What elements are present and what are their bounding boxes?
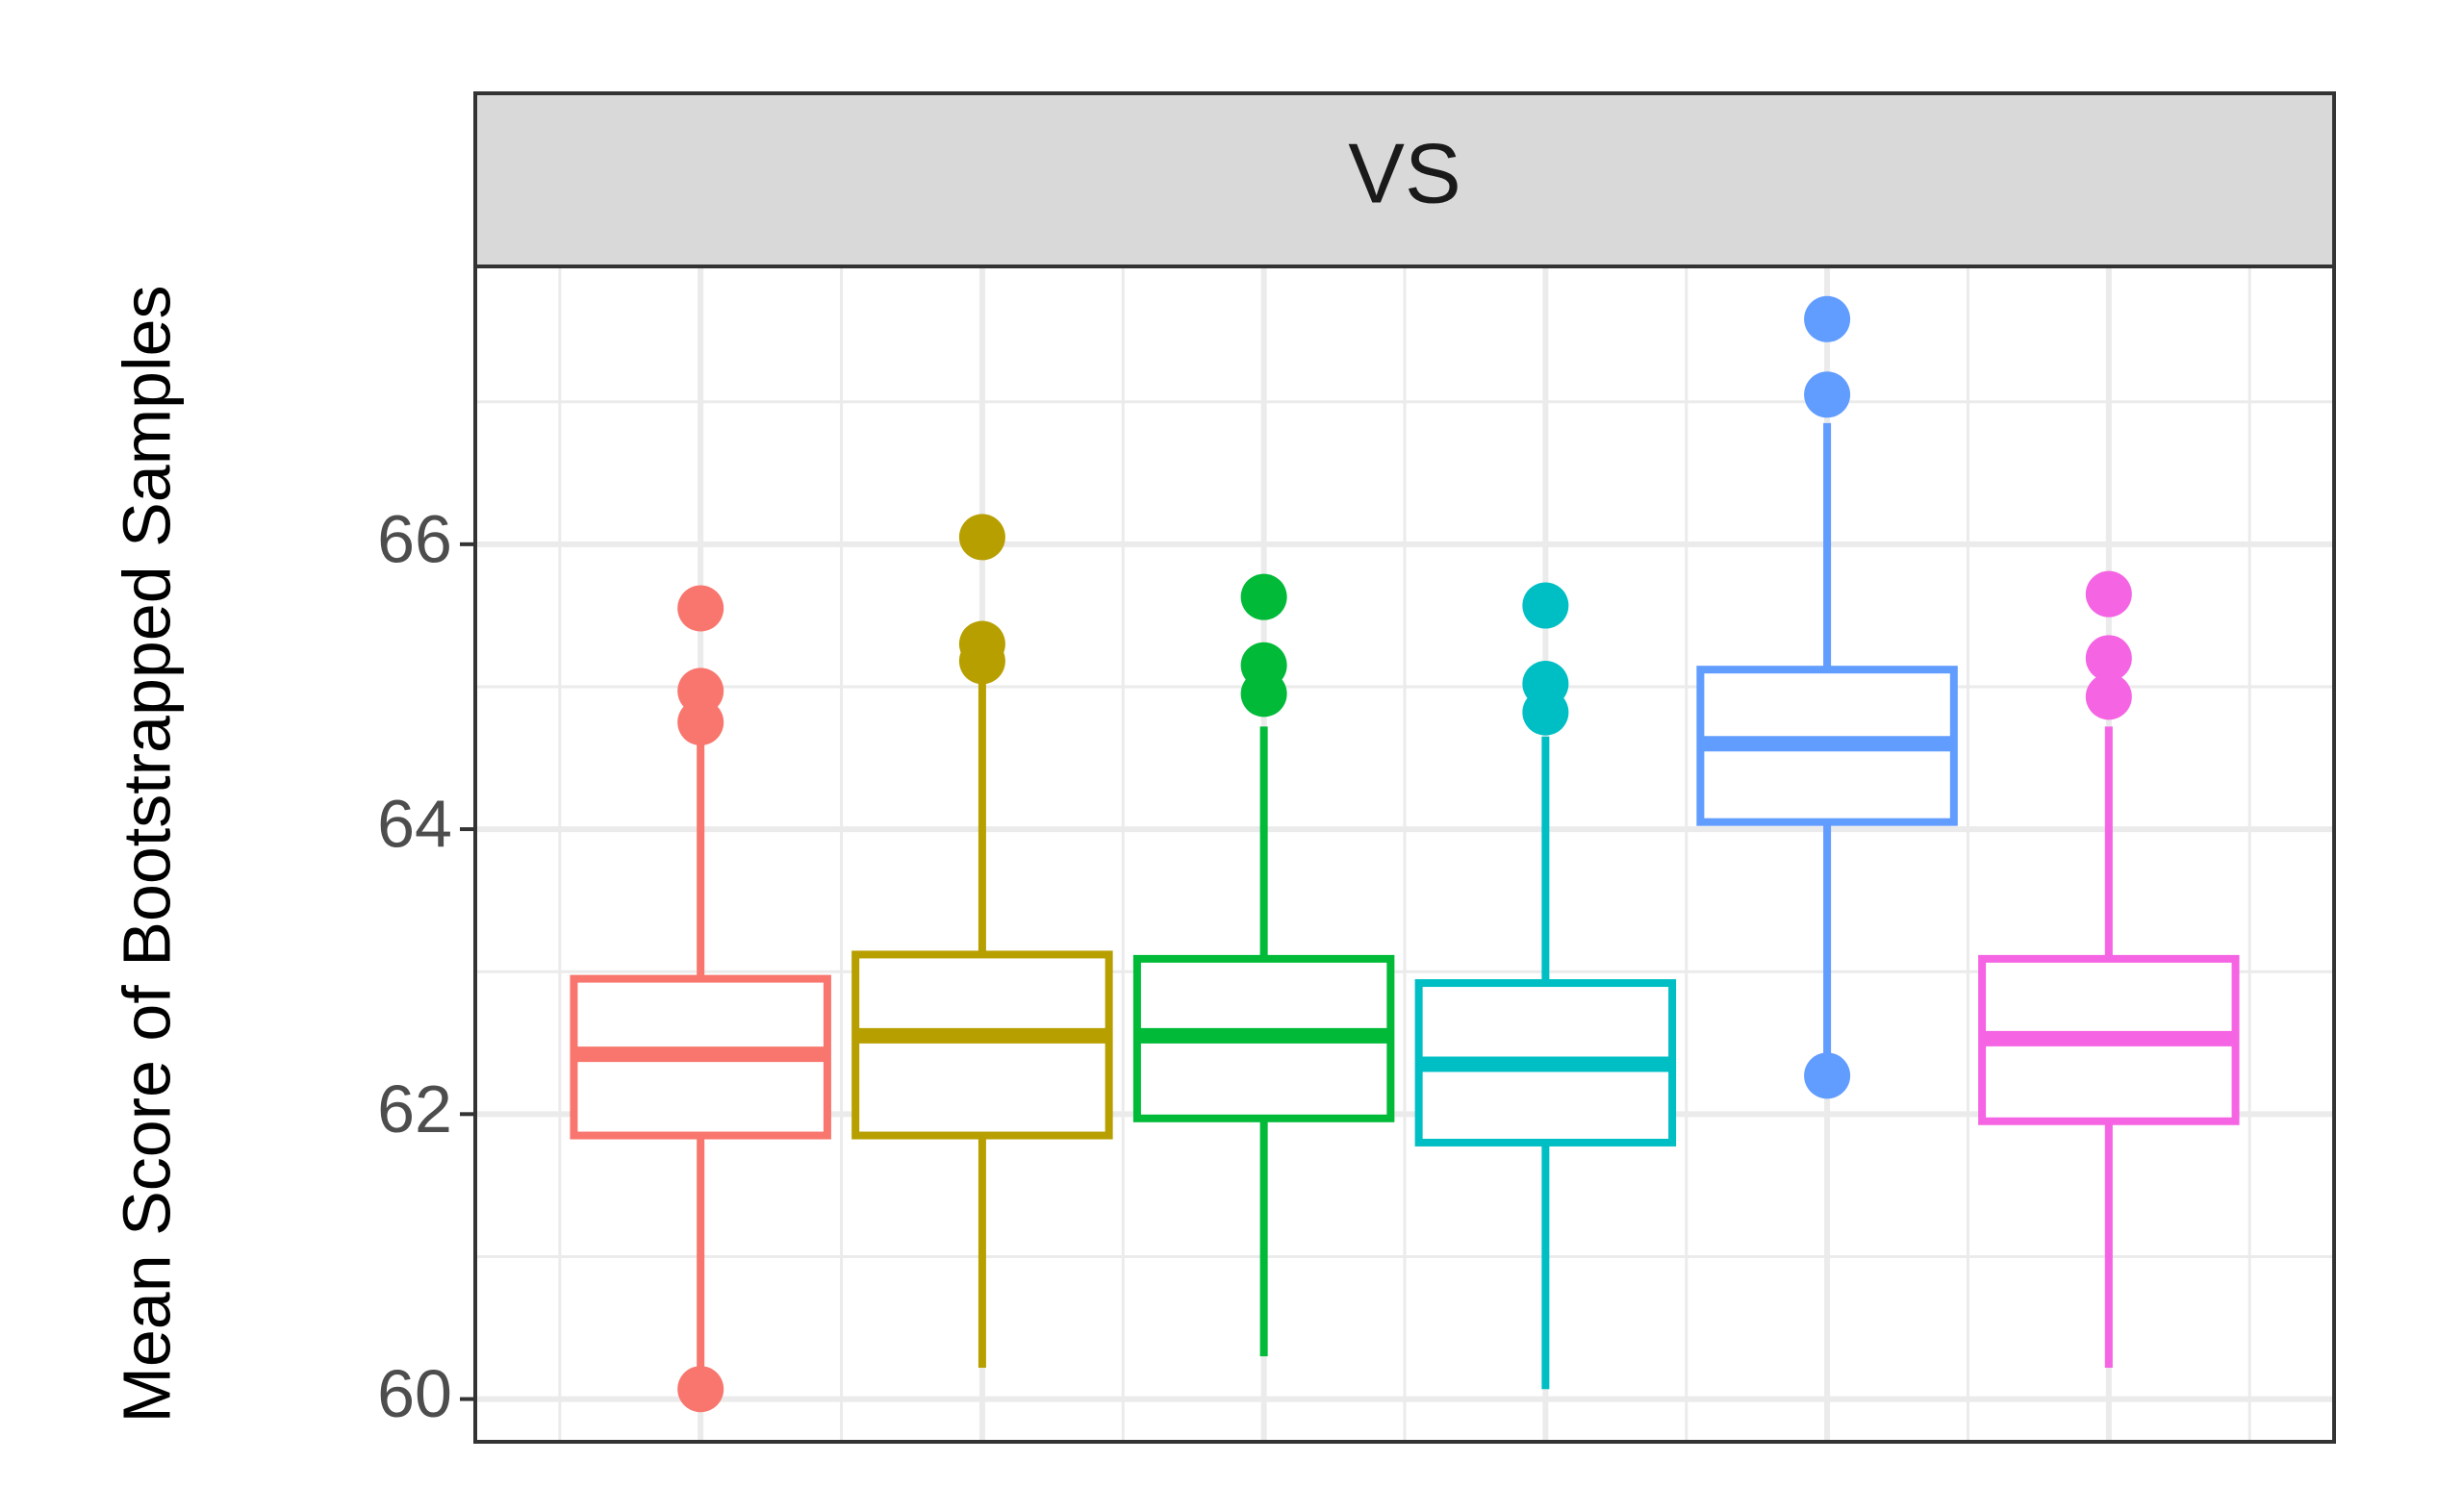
outlier-point <box>1804 295 1851 342</box>
y-axis: 60 62 64 66 <box>377 501 475 1431</box>
outlier-point <box>1804 1052 1851 1099</box>
y-axis-title: Mean Score of Bootstrapped Samples <box>109 286 184 1424</box>
outlier-point <box>2085 635 2132 682</box>
y-tick-label: 62 <box>377 1071 452 1147</box>
panel-border <box>473 265 2336 1444</box>
outlier-point <box>2085 570 2132 617</box>
box-group <box>570 585 831 1413</box>
outlier-point <box>1240 642 1287 689</box>
y-tick-label: 60 <box>377 1356 452 1431</box>
box-group <box>851 514 1113 1368</box>
box-group <box>1132 573 1395 1357</box>
facet-strip-label: VS <box>1348 125 1460 220</box>
outlier-point <box>1522 582 1569 629</box>
y-tick-label: 64 <box>377 787 452 862</box>
outlier-point <box>677 585 724 632</box>
outlier-point <box>1804 371 1851 418</box>
outlier-point <box>958 514 1005 561</box>
box-group <box>1414 582 1677 1390</box>
outlier-point <box>958 620 1005 668</box>
outlier-point <box>1240 573 1287 620</box>
strip-background <box>473 91 2336 268</box>
outlier-point <box>1522 660 1569 707</box>
outlier-point <box>2085 673 2132 720</box>
y-tick-label: 66 <box>377 501 452 576</box>
box-group <box>1696 295 1958 1099</box>
outlier-point <box>677 1366 724 1413</box>
box-series <box>570 295 2240 1413</box>
outlier-point <box>677 668 724 715</box>
box-group <box>1978 570 2240 1368</box>
box-iqr <box>851 950 1113 1140</box>
